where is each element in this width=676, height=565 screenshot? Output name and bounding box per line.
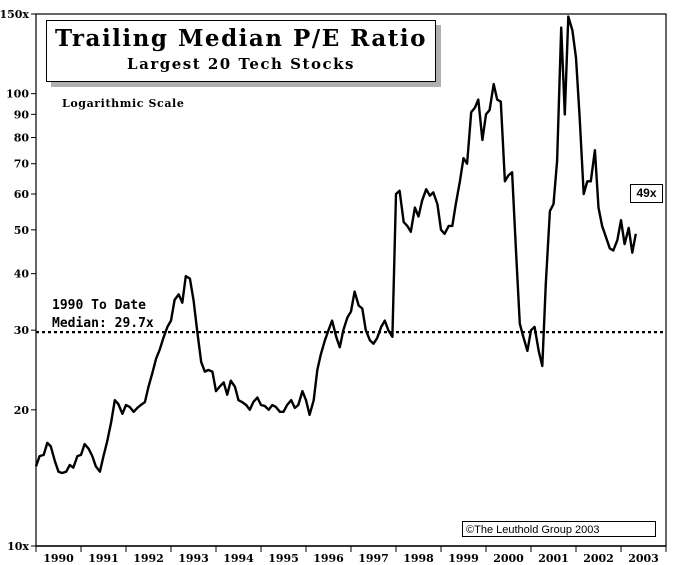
x-tick-label-1997: 1997 <box>358 552 389 565</box>
y-tick-label-90: 90 <box>14 108 30 121</box>
x-tick-label-1992: 1992 <box>133 552 164 565</box>
y-tick-label-60: 60 <box>14 188 30 201</box>
x-tick-label-1995: 1995 <box>268 552 299 565</box>
y-tick-label-10: 10x <box>7 540 29 553</box>
x-tick-label-1990: 1990 <box>43 552 74 565</box>
y-tick-label-40: 40 <box>14 268 30 281</box>
y-tick-label-80: 80 <box>14 131 30 144</box>
x-tick-label-1999: 1999 <box>448 552 479 565</box>
y-tick-label-20: 20 <box>14 404 30 417</box>
title-box: Trailing Median P/E Ratio Largest 20 Tec… <box>46 20 436 82</box>
x-tick-label-1993: 1993 <box>178 552 209 565</box>
chart-title: Trailing Median P/E Ratio <box>54 25 427 52</box>
y-tick-label-100: 100 <box>6 88 29 101</box>
copyright-label: ©The Leuthold Group 2003 <box>462 521 656 537</box>
x-tick-label-2001: 2001 <box>538 552 569 565</box>
x-tick-label-2003: 2003 <box>628 552 659 565</box>
y-axis-ticks: 10x 20 30 40 50 60 70 80 90 100 150x <box>0 8 36 553</box>
median-label-line1: 1990 To Date <box>52 298 146 313</box>
y-tick-label-30: 30 <box>14 324 30 337</box>
x-axis-ticks: 1990 1991 1992 1993 1994 1995 1996 1997 1998 1999… <box>35 546 667 565</box>
x-tick-label-2002: 2002 <box>583 552 614 565</box>
end-value-label: 49x <box>630 184 663 203</box>
y-tick-label-150: 150x <box>0 8 29 21</box>
y-tick-label-70: 70 <box>14 158 30 171</box>
y-tick-label-50: 50 <box>14 224 30 237</box>
chart-subtitle: Largest 20 Tech Stocks <box>127 55 355 73</box>
x-tick-label-1996: 1996 <box>313 552 344 565</box>
x-tick-label-2000: 2000 <box>493 552 524 565</box>
plot-frame <box>35 13 667 547</box>
x-tick-label-1991: 1991 <box>88 552 119 565</box>
series-line-median-pe <box>34 15 637 475</box>
scale-note: Logarithmic Scale <box>62 97 185 110</box>
median-label-line2: Median: 29.7x <box>52 316 154 331</box>
x-tick-label-1998: 1998 <box>403 552 434 565</box>
x-tick-label-1994: 1994 <box>223 552 254 565</box>
